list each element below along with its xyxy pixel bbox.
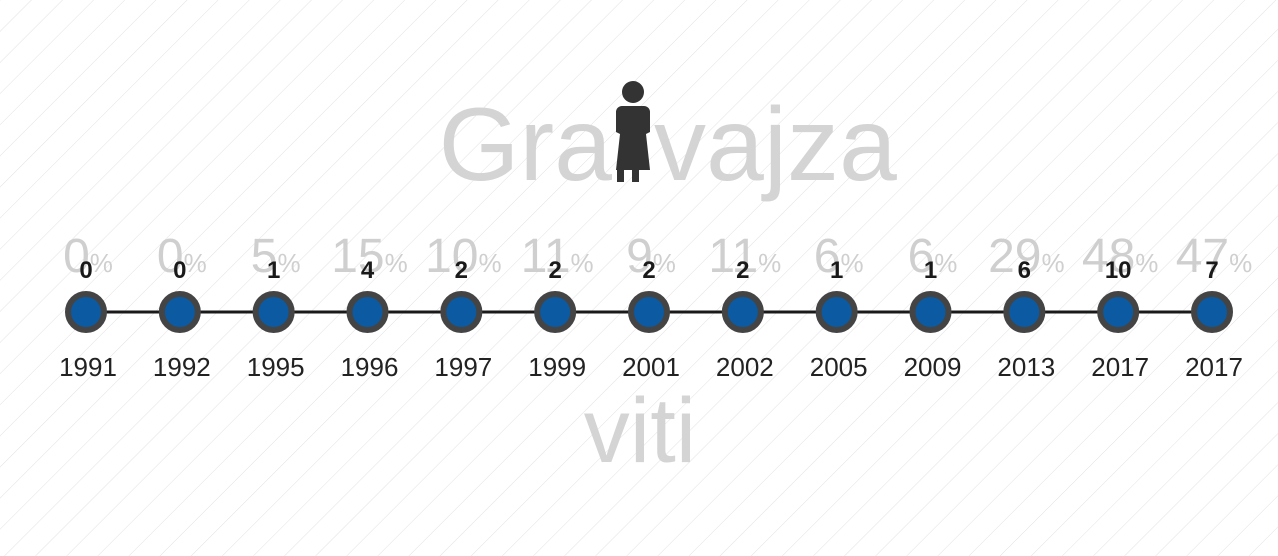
- year: 1999: [528, 352, 586, 382]
- percent-value: 11: [708, 230, 758, 283]
- node: [158, 291, 201, 333]
- node: [1003, 291, 1046, 333]
- percent-value: 10: [425, 230, 478, 283]
- percent-value: 29: [988, 230, 1041, 283]
- node: [1097, 291, 1140, 333]
- percent-unit: %: [934, 248, 957, 278]
- percent-value: 0: [157, 230, 184, 283]
- percent: 15%: [331, 230, 408, 283]
- timeline-item: 5%1 1995: [247, 230, 305, 382]
- percent: 6%: [908, 230, 958, 283]
- percent: 11%: [521, 230, 594, 283]
- count: 2: [736, 257, 749, 284]
- timeline-item: 0%0 1992: [153, 230, 211, 382]
- percent-value: 5: [251, 230, 278, 283]
- percent: 0%: [157, 230, 207, 283]
- percent: 10%: [425, 230, 502, 283]
- year: 2013: [997, 352, 1055, 382]
- percent-unit: %: [478, 248, 501, 278]
- year: 2017: [1091, 352, 1149, 382]
- count: 0: [173, 257, 186, 284]
- timeline-items: 0%019910%019925%1199515%4199610%2199711%…: [59, 230, 1252, 382]
- year: 1996: [341, 352, 399, 382]
- percent-value: 48: [1082, 230, 1135, 283]
- percent-value: 6: [814, 230, 841, 283]
- node: [65, 291, 107, 333]
- count: 10: [1105, 257, 1132, 284]
- node: [721, 291, 764, 333]
- node: [252, 291, 295, 333]
- count: 1: [267, 257, 280, 284]
- count: 0: [79, 257, 92, 284]
- year: 1991: [59, 352, 117, 382]
- axis-label: viti: [584, 380, 696, 482]
- percent-unit: %: [840, 248, 863, 278]
- percent-value: 47: [1176, 230, 1229, 283]
- percent: 9%: [626, 230, 676, 283]
- percent-unit: %: [277, 248, 300, 278]
- year: 2009: [904, 352, 962, 382]
- count: 2: [455, 257, 468, 284]
- node: [909, 291, 952, 333]
- year: 2005: [810, 352, 868, 382]
- timeline-item: 6%1 2005: [810, 230, 868, 382]
- percent: 11%: [708, 230, 781, 283]
- percent: 6%: [814, 230, 864, 283]
- timeline-item: 48%10 2017: [1082, 230, 1159, 382]
- count: 1: [924, 257, 937, 284]
- percent-unit: %: [1229, 248, 1252, 278]
- count: 2: [642, 257, 655, 284]
- count: 2: [548, 257, 561, 284]
- year: 1997: [434, 352, 492, 382]
- percent-unit: %: [385, 248, 408, 278]
- node: [628, 291, 670, 333]
- percent: 29%: [988, 230, 1065, 283]
- count: 4: [361, 257, 375, 284]
- percent-value: 11: [521, 230, 571, 283]
- percent-unit: %: [90, 248, 113, 278]
- count: 6: [1018, 257, 1031, 284]
- timeline-item: 0%0 1991: [59, 230, 117, 382]
- percent: 5%: [251, 230, 301, 283]
- percent: 47%: [1176, 230, 1253, 283]
- percent-unit: %: [184, 248, 207, 278]
- timeline-item: 9%2 2001: [622, 230, 680, 382]
- percent-value: 6: [908, 230, 935, 283]
- title-left: Gra: [439, 87, 613, 203]
- woman-icon: [616, 81, 650, 182]
- percent: 48%: [1082, 230, 1159, 283]
- year: 1995: [247, 352, 305, 382]
- percent: 0%: [63, 230, 113, 283]
- node: [1191, 291, 1233, 333]
- timeline-item: 6%1 2009: [904, 230, 962, 382]
- year: 2017: [1185, 352, 1243, 382]
- node: [815, 291, 858, 333]
- percent-value: 0: [63, 230, 90, 283]
- percent-unit: %: [653, 248, 676, 278]
- count: 1: [830, 257, 843, 284]
- percent-unit: %: [1135, 248, 1158, 278]
- percent-value: 9: [626, 230, 653, 283]
- year: 2001: [622, 352, 680, 382]
- node: [440, 291, 483, 333]
- percent-unit: %: [571, 248, 594, 278]
- percent-unit: %: [758, 248, 781, 278]
- count: 7: [1205, 257, 1218, 284]
- percent-value: 15: [331, 230, 384, 283]
- percent-unit: %: [1041, 248, 1064, 278]
- node: [534, 291, 577, 333]
- title-right: vajza: [654, 87, 897, 203]
- year: 1992: [153, 352, 211, 382]
- node: [346, 291, 389, 333]
- year: 2002: [716, 352, 774, 382]
